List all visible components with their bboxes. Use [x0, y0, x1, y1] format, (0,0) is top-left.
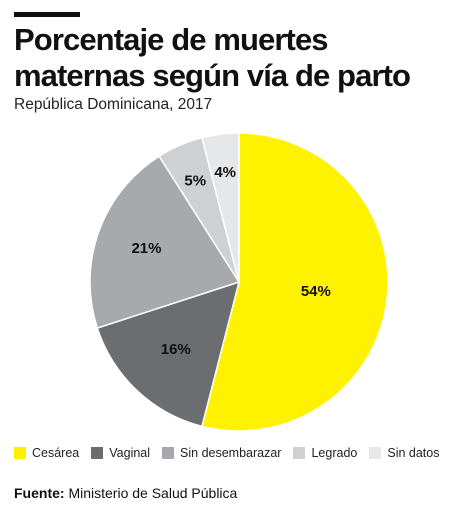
legend-item-legrado: Legrado [293, 446, 357, 460]
legend-swatch-cesarea [14, 447, 26, 459]
pie-slice-sin-desembarazar [89, 155, 241, 329]
source-label: Fuente: [14, 485, 65, 501]
pie-chart-area: 54% 16% 21% 5% 4% [0, 120, 474, 436]
chart-title: Porcentaje de muertes maternas según vía… [14, 22, 454, 94]
legend-item-vaginal: Vaginal [91, 446, 150, 460]
source-note: Fuente: Ministerio de Salud Pública [14, 484, 237, 502]
title-accent-bar [14, 12, 80, 17]
pie-chart: 54% 16% 21% 5% 4% [89, 132, 389, 432]
legend-swatch-sin-desembarazar [162, 447, 175, 459]
chart-subtitle: República Dominicana, 2017 [14, 96, 213, 113]
legend-swatch-vaginal [91, 447, 104, 459]
pie-label-legrado: 5% [184, 172, 206, 189]
pie-label-sin-datos: 4% [214, 164, 236, 181]
legend-item-sin-datos: Sin datos [369, 446, 439, 460]
legend-label-sin-datos: Sin datos [387, 446, 440, 460]
legend-swatch-legrado [293, 447, 306, 459]
legend-label-cesarea: Cesárea [32, 446, 80, 460]
legend-label-vaginal: Vaginal [109, 446, 151, 460]
legend-label-sin-desembarazar: Sin desembarazar [180, 446, 282, 460]
legend-item-cesarea: Cesárea [14, 446, 79, 460]
source-text: Ministerio de Salud Pública [68, 485, 238, 501]
legend-item-sin-desembarazar: Sin desembarazar [162, 446, 281, 460]
pie-slice-vaginal [96, 280, 241, 428]
pie-label-vaginal: 16% [161, 341, 191, 358]
pie-slice-sin-datos [201, 132, 240, 283]
pie-label-sin-desembarazar: 21% [131, 240, 161, 257]
pie-label-cesarea: 54% [301, 283, 331, 300]
legend-label-legrado: Legrado [311, 446, 358, 460]
chart-title-line-2: maternas según vía de parto [14, 58, 411, 93]
pie-slice-cesarea [201, 132, 389, 432]
legend-swatch-sin-datos [369, 447, 382, 459]
chart-legend: Cesárea Vaginal Sin desembarazar Legrado Sin… [14, 444, 470, 462]
chart-title-line-1: Porcentaje de muertes [14, 22, 329, 57]
